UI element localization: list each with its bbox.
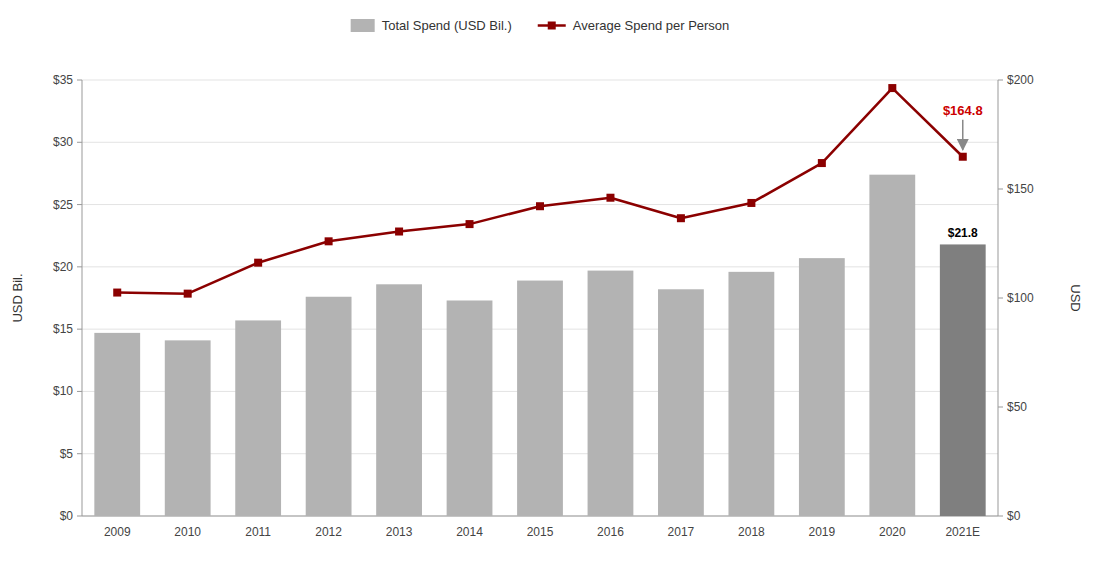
bar bbox=[940, 244, 986, 516]
line-marker bbox=[254, 259, 262, 267]
grid-line bbox=[82, 80, 998, 81]
y2-tick bbox=[998, 516, 1003, 517]
line-marker bbox=[325, 237, 333, 245]
annotations: $164.8 $21.8 bbox=[943, 103, 983, 241]
x-tick-label: 2020 bbox=[879, 525, 906, 539]
line bbox=[117, 88, 963, 294]
y2-tick-label: $50 bbox=[1007, 400, 1027, 414]
annotation: $21.8 bbox=[948, 226, 978, 240]
bar bbox=[235, 320, 281, 516]
line-marker bbox=[113, 289, 121, 297]
line-marker bbox=[466, 220, 474, 228]
bar bbox=[658, 289, 704, 516]
grid-line bbox=[82, 142, 998, 143]
line-marker bbox=[888, 84, 896, 92]
bar bbox=[447, 300, 493, 516]
y2-tick bbox=[998, 298, 1003, 299]
plot-data bbox=[94, 84, 985, 516]
x-tick-label: 2017 bbox=[668, 525, 695, 539]
bar bbox=[165, 340, 211, 516]
y-tick bbox=[77, 266, 82, 267]
line-marker bbox=[536, 202, 544, 210]
y-tick-label: $0 bbox=[60, 509, 74, 523]
line-marker bbox=[818, 159, 826, 167]
line-marker bbox=[184, 290, 192, 298]
bar bbox=[588, 271, 634, 516]
x-tick-label: 2009 bbox=[104, 525, 131, 539]
y-tick-label: $35 bbox=[53, 73, 73, 87]
bar bbox=[517, 281, 563, 516]
y2-tick bbox=[998, 189, 1003, 190]
y2-tick-label: $200 bbox=[1007, 73, 1034, 87]
y-tick bbox=[77, 80, 82, 81]
legend-label: Total Spend (USD Bil.) bbox=[382, 18, 512, 33]
line-marker bbox=[959, 153, 967, 161]
x-tick-label: 2021E bbox=[945, 525, 980, 539]
y-tick-label: $20 bbox=[53, 260, 73, 274]
bar bbox=[94, 333, 140, 516]
grid-line bbox=[82, 266, 998, 267]
x-tick-label: 2011 bbox=[245, 525, 271, 539]
y-axis-title: USD Bil. bbox=[10, 273, 25, 322]
y-tick bbox=[77, 142, 82, 143]
y-axis-line bbox=[82, 80, 83, 516]
x-tick-label: 2019 bbox=[808, 525, 835, 539]
y-tick bbox=[77, 204, 82, 205]
x-tick-label: 2015 bbox=[527, 525, 554, 539]
line-marker bbox=[606, 194, 614, 202]
bar bbox=[869, 175, 915, 516]
bar bbox=[376, 284, 422, 516]
bar bbox=[728, 272, 774, 516]
y2-tick-label: $150 bbox=[1007, 182, 1034, 196]
annotation-arrow bbox=[962, 120, 964, 150]
y2-tick bbox=[998, 407, 1003, 408]
y2-tick-label: $0 bbox=[1007, 509, 1021, 523]
y2-axis-title: USD bbox=[1068, 284, 1083, 311]
y-tick-label: $25 bbox=[53, 198, 73, 212]
y-tick bbox=[77, 516, 82, 517]
legend: Total Spend (USD Bil.) Average Spend per … bbox=[351, 18, 730, 33]
legend-item: Total Spend (USD Bil.) bbox=[351, 18, 512, 33]
x-tick-label: 2012 bbox=[315, 525, 342, 539]
x-tick-label: 2013 bbox=[386, 525, 413, 539]
legend-swatch bbox=[351, 19, 375, 32]
y-tick-label: $30 bbox=[53, 135, 73, 149]
line-marker bbox=[395, 228, 403, 236]
x-tick-label: 2018 bbox=[738, 525, 765, 539]
y-tick-label: $10 bbox=[53, 384, 73, 398]
x-tick-label: 2014 bbox=[456, 525, 483, 539]
legend-label: Average Spend per Person bbox=[573, 18, 730, 33]
legend-item: Average Spend per Person bbox=[538, 18, 730, 33]
grid bbox=[82, 80, 998, 516]
y-tick bbox=[77, 453, 82, 454]
y-tick bbox=[77, 329, 82, 330]
bar bbox=[799, 258, 845, 516]
y2-axis-line bbox=[998, 80, 999, 516]
y-tick-label: $5 bbox=[60, 447, 74, 461]
x-tick-label: 2016 bbox=[597, 525, 624, 539]
chart: $0 $5 $10 $15 $20 $25 $30 $35 $0 $50 $100 $150 $200 2… bbox=[0, 0, 1093, 571]
x-tick-label: 2010 bbox=[174, 525, 201, 539]
line-marker bbox=[747, 199, 755, 207]
line-marker bbox=[677, 214, 685, 222]
y2-tick bbox=[998, 80, 1003, 81]
legend-swatch-marker bbox=[548, 22, 556, 30]
y-tick-label: $15 bbox=[53, 322, 73, 336]
bar bbox=[306, 297, 352, 516]
y2-tick-label: $100 bbox=[1007, 291, 1034, 305]
y-tick bbox=[77, 391, 82, 392]
annotation: $164.8 bbox=[943, 103, 983, 118]
